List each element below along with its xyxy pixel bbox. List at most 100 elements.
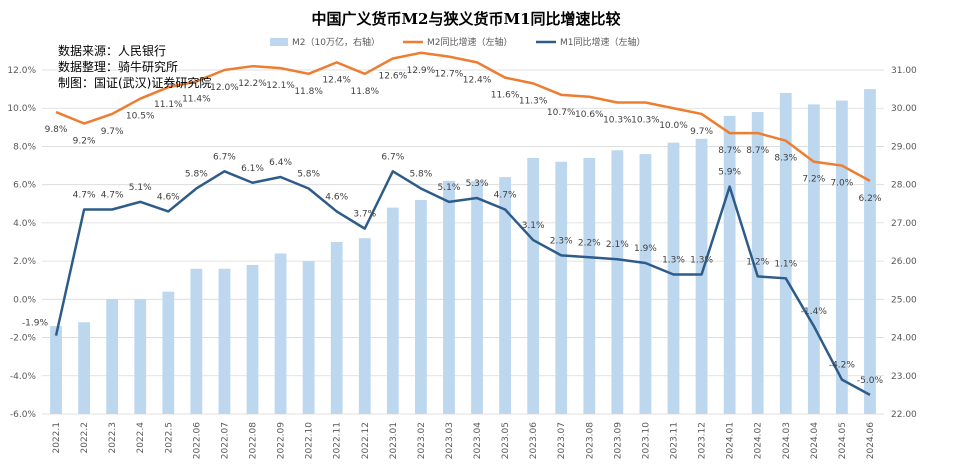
m2-growth-label: 9.8% <box>45 125 68 135</box>
x-tick-label: 2024.02 <box>754 422 764 459</box>
m1-growth-label: 4.6% <box>325 192 348 202</box>
m1-growth-label: 1.3% <box>690 255 713 265</box>
m2-bar <box>218 268 231 414</box>
note-author: 制图：国证(武汉)证券研究院 <box>58 75 211 90</box>
m1-growth-label: 1.3% <box>662 255 685 265</box>
x-tick-label: 2022.1 <box>52 422 62 454</box>
m1-growth-label: 5.9% <box>718 168 741 178</box>
m2-growth-label: 10.3% <box>631 115 660 125</box>
m2-growth-label: 11.3% <box>519 96 548 106</box>
x-tick-label: 2022.07 <box>220 422 230 459</box>
m2-bar <box>499 177 511 414</box>
source-notes: 数据来源：人民银行 数据整理：骑牛研究所 制图：国证(武汉)证券研究院 <box>58 43 211 90</box>
m2-growth-label: 12.9% <box>407 66 436 76</box>
x-tick-label: 2023.07 <box>557 422 567 459</box>
x-tick-label: 2022.2 <box>80 422 90 454</box>
right-tick-label: 29.00 <box>891 142 917 152</box>
m2-bar <box>527 157 540 414</box>
left-tick-label: -6.0% <box>10 410 37 420</box>
m1-growth-label: 5.8% <box>185 169 208 179</box>
m1-growth-label: 4.7% <box>73 191 96 201</box>
m1-growth-label: 3.7% <box>353 210 376 220</box>
m2-growth-label: 11.4% <box>182 94 211 104</box>
x-tick-label: 2024.06 <box>866 422 876 459</box>
right-tick-label: 30.00 <box>891 104 917 114</box>
m1-growth-label: -4.2% <box>829 361 856 371</box>
m2-bar <box>555 161 568 414</box>
m2-growth-label: 8.7% <box>718 146 741 156</box>
m1-growth-label: 2.1% <box>606 240 629 250</box>
m2-bar <box>106 299 119 414</box>
left-axis: -6.0% -4.0% -2.0% 0.0% 2.0% 4.0% 6.0% 8.0% 10.0%… <box>7 66 36 420</box>
x-tick-label: 2022.12 <box>361 422 371 459</box>
x-tick-label: 2023.11 <box>670 422 680 459</box>
m2-growth-label: 6.2% <box>859 194 882 204</box>
legend: M2（10万亿，右轴） M2同比增速（左轴） M1同比增速（左轴） <box>270 36 646 48</box>
left-tick-label: -2.0% <box>10 334 37 344</box>
m2-growth-label: 11.1% <box>154 100 183 110</box>
m2-growth-label: 10.5% <box>126 112 155 122</box>
x-axis: 2022.1 2022.2 2022.3 2022.4 2022.5 2022.06 202… <box>52 422 876 459</box>
growth-lines <box>54 51 871 396</box>
m2-bar <box>583 157 596 414</box>
note-source: 数据来源：人民银行 <box>58 43 166 58</box>
m2-bar <box>695 138 708 415</box>
m1-growth-label: -5.0% <box>857 376 884 386</box>
m1-growth-label: 1.1% <box>774 259 797 269</box>
x-tick-label: 2022.3 <box>108 422 118 454</box>
left-tick-label: 8.0% <box>13 142 36 152</box>
m1-growth-label: 6.4% <box>269 158 292 168</box>
x-tick-label: 2023.09 <box>613 422 623 459</box>
x-tick-label: 2023.05 <box>501 422 511 459</box>
legend-swatch-m2 <box>270 38 288 46</box>
x-tick-label: 2024.05 <box>838 422 848 459</box>
left-tick-label: -4.0% <box>10 372 37 382</box>
m1-growth-label: 5.3% <box>466 179 489 189</box>
x-tick-label: 2022.11 <box>333 422 343 459</box>
m2-growth-label: 11.6% <box>491 91 520 101</box>
m2-growth-label: 9.7% <box>101 127 124 137</box>
m2-bar <box>274 253 287 414</box>
m1-growth-label: 1.9% <box>634 244 657 254</box>
m2-growth-label: 9.2% <box>73 137 96 147</box>
m1-growth-label: 6.1% <box>241 164 264 174</box>
m2-bar <box>246 264 259 414</box>
x-tick-label: 2024.04 <box>810 422 820 459</box>
m1-growth-label: 3.1% <box>522 221 545 231</box>
x-tick-label: 2023.01 <box>389 422 399 459</box>
right-tick-label: 24.00 <box>891 334 917 344</box>
x-tick-label: 2023.04 <box>473 422 483 459</box>
m2-growth-label: 11.8% <box>350 87 379 97</box>
m2-bar <box>386 207 399 414</box>
m1-growth-label: 4.7% <box>101 191 124 201</box>
m2-bar <box>50 326 62 414</box>
m1-growth-label: 5.8% <box>409 169 432 179</box>
x-tick-label: 2023.08 <box>585 422 595 459</box>
x-tick-label: 2022.10 <box>305 422 315 459</box>
m2-growth-label: 10.6% <box>575 110 604 120</box>
m2-growth-label: 10.0% <box>659 121 688 131</box>
left-tick-label: 4.0% <box>13 219 36 229</box>
m2-bar <box>330 242 343 414</box>
m2-growth-label: 10.3% <box>603 115 632 125</box>
m1-growth-label: 4.7% <box>494 191 517 201</box>
left-tick-label: 10.0% <box>7 104 36 114</box>
legend-label-m1-growth: M1同比增速（左轴） <box>560 36 646 48</box>
m2-bar <box>611 150 624 414</box>
left-tick-label: 2.0% <box>13 257 36 267</box>
right-tick-label: 31.00 <box>891 66 917 76</box>
x-tick-label: 2022.08 <box>249 422 259 459</box>
m2-growth-label: 7.2% <box>802 175 825 185</box>
m2-growth-label: 12.4% <box>463 75 492 85</box>
m2-growth-label: 8.7% <box>746 146 769 156</box>
m1-growth-line <box>54 170 871 396</box>
right-tick-label: 27.00 <box>891 219 917 229</box>
x-tick-label: 2023.12 <box>698 422 708 459</box>
right-tick-label: 26.00 <box>891 257 917 267</box>
m2-growth-line <box>55 51 871 182</box>
m1-growth-label: 6.7% <box>381 152 404 162</box>
m2-bar <box>639 154 652 415</box>
gridlines <box>42 69 884 415</box>
m1-growth-label: 1.2% <box>746 257 769 267</box>
